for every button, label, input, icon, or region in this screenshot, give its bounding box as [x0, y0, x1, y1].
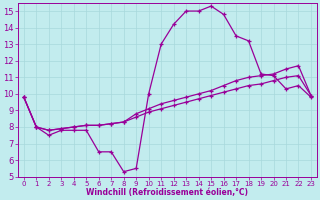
X-axis label: Windchill (Refroidissement éolien,°C): Windchill (Refroidissement éolien,°C) — [86, 188, 248, 197]
